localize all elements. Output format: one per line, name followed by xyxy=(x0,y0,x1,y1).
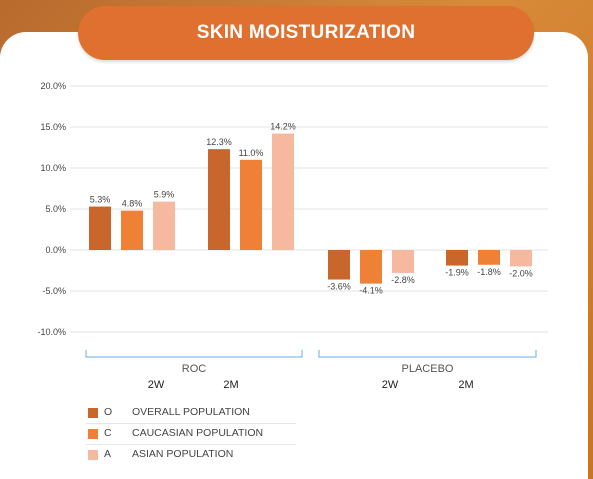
data-label: -3.6% xyxy=(327,282,351,292)
data-label: 5.3% xyxy=(90,195,111,205)
legend: O OVERALL POPULATION C CAUCASIAN POPULAT… xyxy=(86,403,296,465)
subcategory-label: 2M xyxy=(458,379,473,391)
legend-abbr: O xyxy=(104,406,113,418)
subcategory-label: 2W xyxy=(148,379,165,391)
data-label: 4.8% xyxy=(122,199,143,209)
data-label: 12.3% xyxy=(206,137,232,147)
group-label: PLACEBO xyxy=(402,363,454,375)
title-banner: SKIN MOISTURIZATION xyxy=(78,6,534,60)
data-label: -2.0% xyxy=(509,268,533,278)
bar-overall xyxy=(208,149,230,250)
legend-abbr: A xyxy=(104,448,112,460)
y-tick-label: 0.0% xyxy=(45,245,66,255)
bar-overall xyxy=(446,250,468,266)
legend-label: CAUCASIAN POPULATION xyxy=(132,427,264,439)
group-bracket xyxy=(318,350,537,358)
data-label: -1.9% xyxy=(445,268,469,278)
group-bracket xyxy=(85,350,303,358)
y-tick-label: 5.0% xyxy=(45,204,66,214)
legend-abbr: C xyxy=(104,427,112,439)
y-tick-label: -10.0% xyxy=(37,327,66,337)
bar-caucasian xyxy=(240,159,262,250)
bar-overall xyxy=(89,206,111,250)
y-tick-label: -5.0% xyxy=(42,286,66,296)
legend-item-overall: O OVERALL POPULATION xyxy=(86,403,296,424)
bar-asian xyxy=(272,133,294,250)
data-label: -1.8% xyxy=(477,267,501,277)
legend-swatch-overall xyxy=(88,408,98,418)
data-label: 14.2% xyxy=(270,122,296,132)
y-tick-label: 20.0% xyxy=(40,81,66,91)
bar-overall xyxy=(328,250,350,280)
bar-asian xyxy=(153,201,175,250)
data-label: 11.0% xyxy=(239,148,264,158)
bar-caucasian xyxy=(478,250,500,265)
legend-item-asian: A ASIAN POPULATION xyxy=(86,445,296,465)
y-tick-label: 10.0% xyxy=(40,163,66,173)
legend-label: OVERALL POPULATION xyxy=(132,406,250,418)
bar-caucasian xyxy=(121,210,143,250)
subcategory-label: 2W xyxy=(382,379,399,391)
data-label: -2.8% xyxy=(391,275,415,285)
y-tick-label: 15.0% xyxy=(40,122,66,132)
legend-swatch-caucasian xyxy=(88,429,98,439)
bar-asian xyxy=(510,250,532,267)
data-label: -4.1% xyxy=(359,286,383,296)
legend-swatch-asian xyxy=(88,450,98,460)
bar-caucasian xyxy=(360,250,382,284)
legend-item-caucasian: C CAUCASIAN POPULATION xyxy=(86,424,296,445)
subcategory-label: 2M xyxy=(223,379,238,391)
legend-label: ASIAN POPULATION xyxy=(132,448,234,460)
chart-title: SKIN MOISTURIZATION xyxy=(196,22,416,43)
group-label: ROC xyxy=(182,363,207,375)
data-label: 5.9% xyxy=(154,190,175,200)
bar-asian xyxy=(392,250,414,273)
